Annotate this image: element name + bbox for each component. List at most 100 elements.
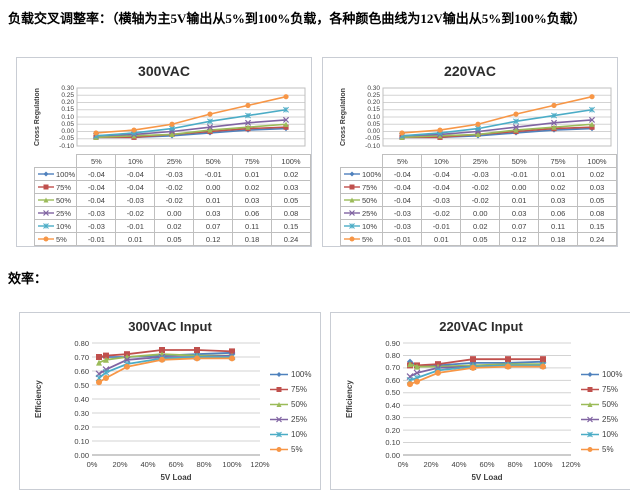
table-row: 50% -0.04 -0.03 -0.02 0.01 0.03 0.05 bbox=[33, 193, 311, 207]
circle-marker-icon bbox=[43, 236, 49, 242]
circle-marker-icon bbox=[587, 447, 593, 452]
legend-marker-icon bbox=[270, 387, 288, 392]
series-legend-cell: 25% bbox=[339, 206, 384, 220]
table-cell: 0.02 bbox=[232, 180, 273, 194]
circle-marker-icon bbox=[505, 363, 511, 370]
table-cell: -0.04 bbox=[115, 180, 156, 194]
legend-label: 5% bbox=[291, 445, 303, 454]
table-cell: 0.18 bbox=[538, 232, 579, 246]
legend-label: 75% bbox=[291, 385, 308, 394]
circle-marker-icon bbox=[540, 363, 546, 370]
table-column-header: 5% bbox=[382, 154, 423, 168]
chart-300vac-efficiency: 300VAC Input Efficiency 5V Load 100% 75% 5… bbox=[19, 312, 321, 490]
series-line bbox=[401, 119, 593, 137]
x-marker-icon bbox=[349, 210, 355, 216]
triangle-marker-icon bbox=[169, 131, 175, 137]
x-tick-label: 100% bbox=[533, 460, 553, 469]
diamond-marker-icon bbox=[587, 372, 593, 377]
x-marker-icon bbox=[512, 124, 520, 131]
table-column-header: 5% bbox=[76, 154, 117, 168]
table-cell: 0.05 bbox=[271, 193, 311, 207]
circle-marker-icon bbox=[589, 94, 595, 100]
legend-item: 100% bbox=[581, 370, 622, 379]
legend-marker-icon bbox=[270, 447, 288, 452]
table-cell: 0.06 bbox=[232, 206, 273, 220]
chart-220vac-efficiency: 220VAC Input Efficiency 5V Load 100% 75% 5… bbox=[330, 312, 630, 490]
y-tick-label: 0.00 bbox=[74, 450, 89, 460]
y-tick-label: 0.40 bbox=[385, 400, 400, 410]
series-legend-cell: 10% bbox=[33, 219, 78, 233]
x-tick-label: 60% bbox=[479, 460, 495, 469]
x-tick-label: 20% bbox=[423, 460, 439, 469]
x-marker-icon bbox=[588, 116, 596, 123]
y-tick-label: 0.20 bbox=[74, 422, 89, 432]
y-tick-label: 0.60 bbox=[74, 366, 89, 376]
table-cell: 0.01 bbox=[193, 193, 234, 207]
asterisk-marker-icon bbox=[169, 125, 175, 132]
circle-marker-icon bbox=[103, 375, 109, 381]
y-tick-label: 0.00 bbox=[61, 128, 74, 135]
chart-data-table: 5% 10% 25% 50% 75% 100% 100% -0.04 -0.04 -0.03 -0.… bbox=[339, 154, 617, 246]
legend-item: 100% bbox=[270, 370, 311, 379]
y-tick-label: 0.25 bbox=[367, 91, 380, 99]
series-line bbox=[95, 108, 287, 137]
x-tick-label: 120% bbox=[561, 460, 581, 469]
chart-220vac-cross-regulation: 220VAC Cross Regulation 5% 10% 25% 50% 75% 10… bbox=[322, 57, 618, 247]
series-name: 50% bbox=[362, 195, 378, 205]
circle-marker-icon bbox=[470, 364, 476, 371]
series-legend-cell: 75% bbox=[339, 180, 384, 194]
table-cell: -0.04 bbox=[76, 167, 117, 181]
table-cell: 0.12 bbox=[193, 232, 234, 246]
table-cell: -0.03 bbox=[421, 193, 462, 207]
triangle-marker-icon bbox=[513, 127, 519, 133]
series-name: 100% bbox=[362, 169, 382, 179]
triangle-marker-icon bbox=[283, 121, 289, 127]
table-row: 25% -0.03 -0.02 0.00 0.03 0.06 0.08 bbox=[339, 206, 617, 220]
table-cell: -0.01 bbox=[193, 167, 234, 181]
table-cell: -0.01 bbox=[499, 167, 540, 181]
table-cell: 0.01 bbox=[421, 232, 462, 246]
legend-marker-icon bbox=[38, 210, 54, 216]
table-row: 100% -0.04 -0.04 -0.03 -0.01 0.01 0.02 bbox=[339, 167, 617, 181]
table-cell: 0.03 bbox=[271, 180, 311, 194]
y-tick-label: 0.20 bbox=[61, 99, 74, 106]
table-cell: 0.02 bbox=[577, 167, 617, 181]
series-name: 75% bbox=[56, 182, 72, 192]
legend-marker-icon bbox=[38, 236, 54, 242]
table-cell: -0.04 bbox=[382, 193, 423, 207]
series-line bbox=[409, 364, 543, 382]
series-name: 50% bbox=[56, 195, 72, 205]
diamond-marker-icon bbox=[349, 171, 355, 177]
legend-marker-icon bbox=[38, 223, 54, 229]
square-marker-icon bbox=[540, 356, 546, 363]
y-tick-label: -0.05 bbox=[365, 135, 380, 143]
table-column-header: 10% bbox=[115, 154, 156, 168]
triangle-marker-icon bbox=[276, 402, 282, 407]
table-cell: -0.04 bbox=[76, 193, 117, 207]
series-legend-cell: 5% bbox=[339, 232, 384, 246]
legend-marker-icon bbox=[344, 210, 360, 216]
square-marker-icon bbox=[194, 347, 200, 353]
legend-marker-icon bbox=[581, 387, 599, 392]
circle-marker-icon bbox=[159, 356, 165, 363]
circle-marker-icon bbox=[414, 378, 420, 385]
triangle-marker-icon bbox=[589, 121, 595, 127]
table-corner bbox=[35, 155, 77, 168]
chart-plot-area bbox=[76, 87, 306, 147]
legend-marker-icon bbox=[270, 416, 288, 423]
square-marker-icon bbox=[159, 347, 165, 353]
triangle-marker-icon bbox=[207, 127, 213, 133]
table-cell: 0.01 bbox=[499, 193, 540, 207]
table-cell: -0.04 bbox=[421, 167, 462, 181]
series-name: 25% bbox=[56, 208, 72, 218]
table-cell: 0.03 bbox=[577, 180, 617, 194]
legend-label: 25% bbox=[602, 415, 619, 424]
table-cell: -0.03 bbox=[382, 206, 423, 220]
table-cell: 0.01 bbox=[538, 167, 579, 181]
square-marker-icon bbox=[96, 354, 102, 360]
diamond-marker-icon bbox=[43, 171, 49, 177]
y-tick-label: 0.05 bbox=[61, 120, 74, 128]
table-cell: -0.01 bbox=[421, 219, 462, 233]
legend-item: 75% bbox=[581, 385, 622, 394]
x-marker-icon bbox=[206, 124, 214, 131]
